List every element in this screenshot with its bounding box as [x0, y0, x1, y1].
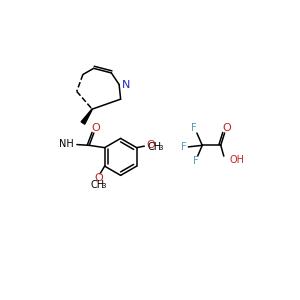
Text: NH: NH — [59, 139, 74, 149]
Text: 3: 3 — [102, 183, 106, 189]
Text: F: F — [181, 142, 187, 152]
Text: CH: CH — [91, 180, 105, 190]
Polygon shape — [81, 109, 92, 124]
Text: N: N — [122, 80, 130, 89]
Text: O: O — [95, 173, 103, 183]
Text: F: F — [191, 123, 196, 134]
Text: OH: OH — [230, 155, 245, 165]
Text: O: O — [147, 140, 155, 150]
Text: CH: CH — [147, 142, 161, 152]
Text: 3: 3 — [158, 146, 163, 152]
Text: F: F — [193, 156, 199, 166]
Text: O: O — [91, 123, 100, 134]
Text: O: O — [223, 123, 231, 134]
